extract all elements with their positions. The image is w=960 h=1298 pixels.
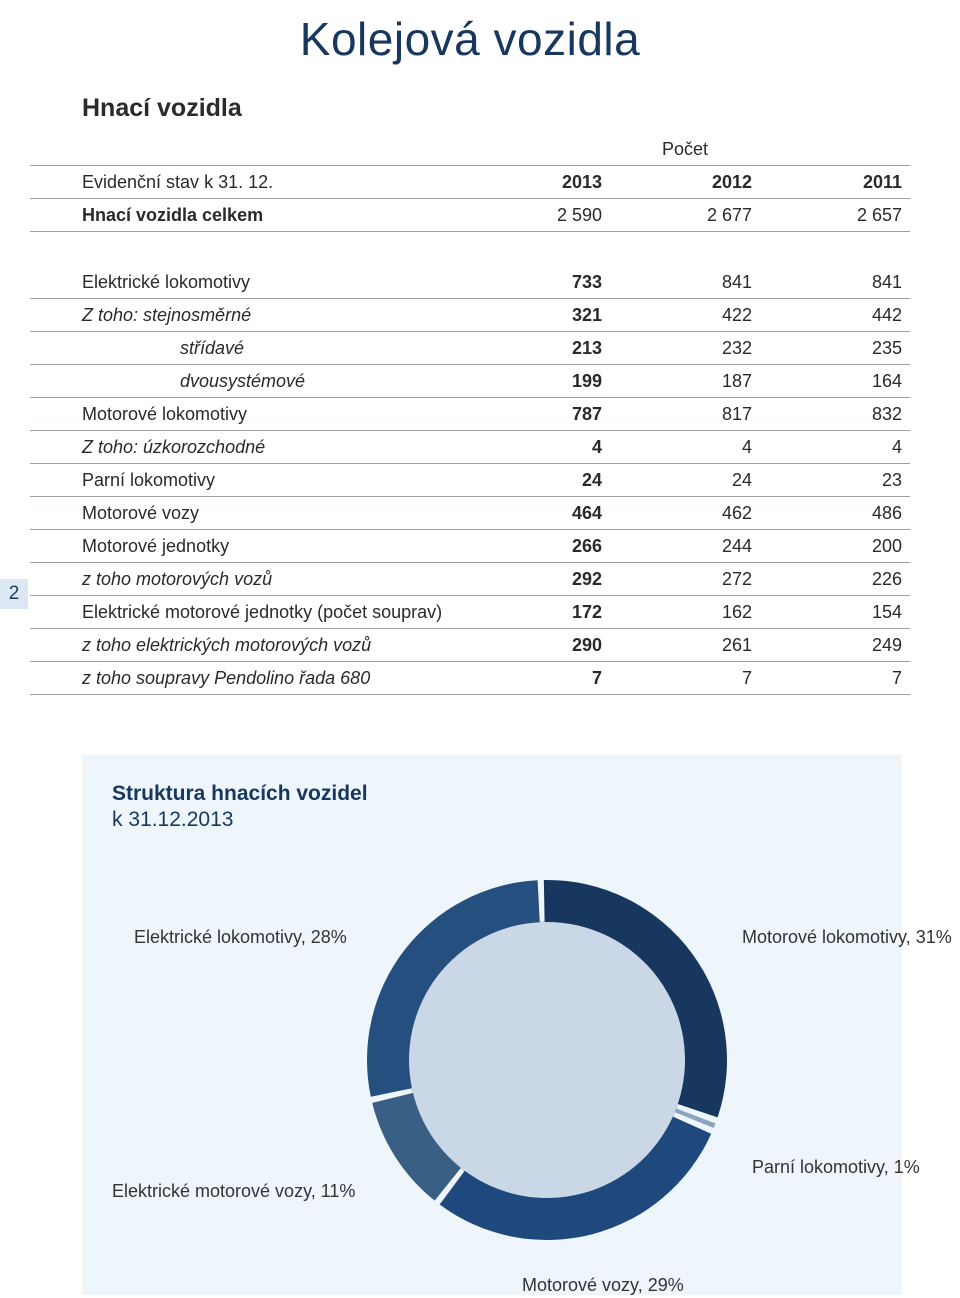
row-label: z toho motorových vozů (30, 562, 460, 595)
table-row: Z toho: úzkorozchodné444 (30, 430, 910, 463)
chart-title-sub: k 31.12.2013 (112, 807, 872, 833)
row-value: 321 (460, 298, 610, 331)
row-label: Motorové jednotky (30, 529, 460, 562)
row-value: 24 (460, 463, 610, 496)
row-value: 249 (760, 628, 910, 661)
chart-title-main: Struktura hnacích vozidel (112, 782, 368, 805)
year-1: 2012 (610, 166, 760, 199)
table-row: z toho soupravy Pendolino řada 680777 (30, 661, 910, 694)
row-value: 290 (460, 628, 610, 661)
row-label: Z toho: úzkorozchodné (30, 430, 460, 463)
table-row: z toho elektrických motorových vozů29026… (30, 628, 910, 661)
section-subtitle: Hnací vozidla (82, 94, 910, 123)
row-value: 7 (760, 661, 910, 694)
table-row: Motorové vozy464462486 (30, 496, 910, 529)
table-row: Parní lokomotivy242423 (30, 463, 910, 496)
row-label: střídavé (30, 331, 460, 364)
row-value: 226 (760, 562, 910, 595)
chart-title: Struktura hnacích vozidel k 31.12.2013 (112, 781, 872, 834)
row-value: 200 (760, 529, 910, 562)
row-value: 235 (760, 331, 910, 364)
row-header-blank (30, 133, 460, 166)
total-v2: 2 657 (760, 199, 910, 232)
total-label: Hnací vozidla celkem (30, 199, 460, 232)
chart-slice-label: Parní lokomotivy, 1% (752, 1157, 920, 1178)
row-value: 817 (610, 397, 760, 430)
row-header-label: Evidenční stav k 31. 12. (30, 166, 460, 199)
chart-slice-label: Motorové lokomotivy, 31% (742, 927, 952, 948)
page-number-badge: 2 (0, 579, 28, 609)
row-value: 733 (460, 266, 610, 299)
row-value: 164 (760, 364, 910, 397)
row-value: 23 (760, 463, 910, 496)
row-label: Motorové vozy (30, 496, 460, 529)
year-0: 2013 (460, 166, 610, 199)
row-value: 213 (460, 331, 610, 364)
donut-chart (362, 875, 732, 1245)
row-label: Motorové lokomotivy (30, 397, 460, 430)
page-title: Kolejová vozidla (30, 12, 910, 66)
total-v0: 2 590 (460, 199, 610, 232)
row-value: 172 (460, 595, 610, 628)
row-value: 462 (610, 496, 760, 529)
table-row: Elektrické motorové jednotky (počet soup… (30, 595, 910, 628)
year-2: 2011 (760, 166, 910, 199)
row-value: 832 (760, 397, 910, 430)
data-table: Počet Evidenční stav k 31. 12. 2013 2012… (30, 133, 910, 695)
row-value: 266 (460, 529, 610, 562)
row-value: 162 (610, 595, 760, 628)
row-value: 24 (610, 463, 760, 496)
row-value: 464 (460, 496, 610, 529)
row-value: 4 (610, 430, 760, 463)
row-value: 486 (760, 496, 910, 529)
row-value: 841 (610, 266, 760, 299)
row-value: 199 (460, 364, 610, 397)
table-row: z toho motorových vozů292272226 (30, 562, 910, 595)
table-row: Z toho: stejnosměrné321422442 (30, 298, 910, 331)
row-label: Z toho: stejnosměrné (30, 298, 460, 331)
table-row: dvousystémové199187164 (30, 364, 910, 397)
row-value: 261 (610, 628, 760, 661)
chart-card: Struktura hnacích vozidel k 31.12.2013 M… (82, 755, 902, 1295)
row-value: 841 (760, 266, 910, 299)
row-value: 7 (460, 661, 610, 694)
row-value: 232 (610, 331, 760, 364)
table-row: Motorové lokomotivy787817832 (30, 397, 910, 430)
row-value: 442 (760, 298, 910, 331)
row-value: 4 (760, 430, 910, 463)
row-label: z toho soupravy Pendolino řada 680 (30, 661, 460, 694)
table-row: střídavé213232235 (30, 331, 910, 364)
row-value: 244 (610, 529, 760, 562)
row-label: Elektrické motorové jednotky (počet soup… (30, 595, 460, 628)
row-value: 187 (610, 364, 760, 397)
row-label: Parní lokomotivy (30, 463, 460, 496)
row-label: z toho elektrických motorových vozů (30, 628, 460, 661)
chart-slice-label: Motorové vozy, 29% (522, 1275, 684, 1296)
row-value: 787 (460, 397, 610, 430)
row-value: 272 (610, 562, 760, 595)
row-label: Elektrické lokomotivy (30, 266, 460, 299)
table-row: Motorové jednotky266244200 (30, 529, 910, 562)
table-row: Elektrické lokomotivy733841841 (30, 266, 910, 299)
row-value: 292 (460, 562, 610, 595)
row-value: 7 (610, 661, 760, 694)
chart-slice-label: Elektrické motorové vozy, 11% (112, 1181, 355, 1202)
chart-slice-label: Elektrické lokomotivy, 28% (134, 927, 347, 948)
count-header: Počet (460, 133, 910, 166)
total-v1: 2 677 (610, 199, 760, 232)
row-value: 4 (460, 430, 610, 463)
row-value: 154 (760, 595, 910, 628)
row-label: dvousystémové (30, 364, 460, 397)
row-value: 422 (610, 298, 760, 331)
